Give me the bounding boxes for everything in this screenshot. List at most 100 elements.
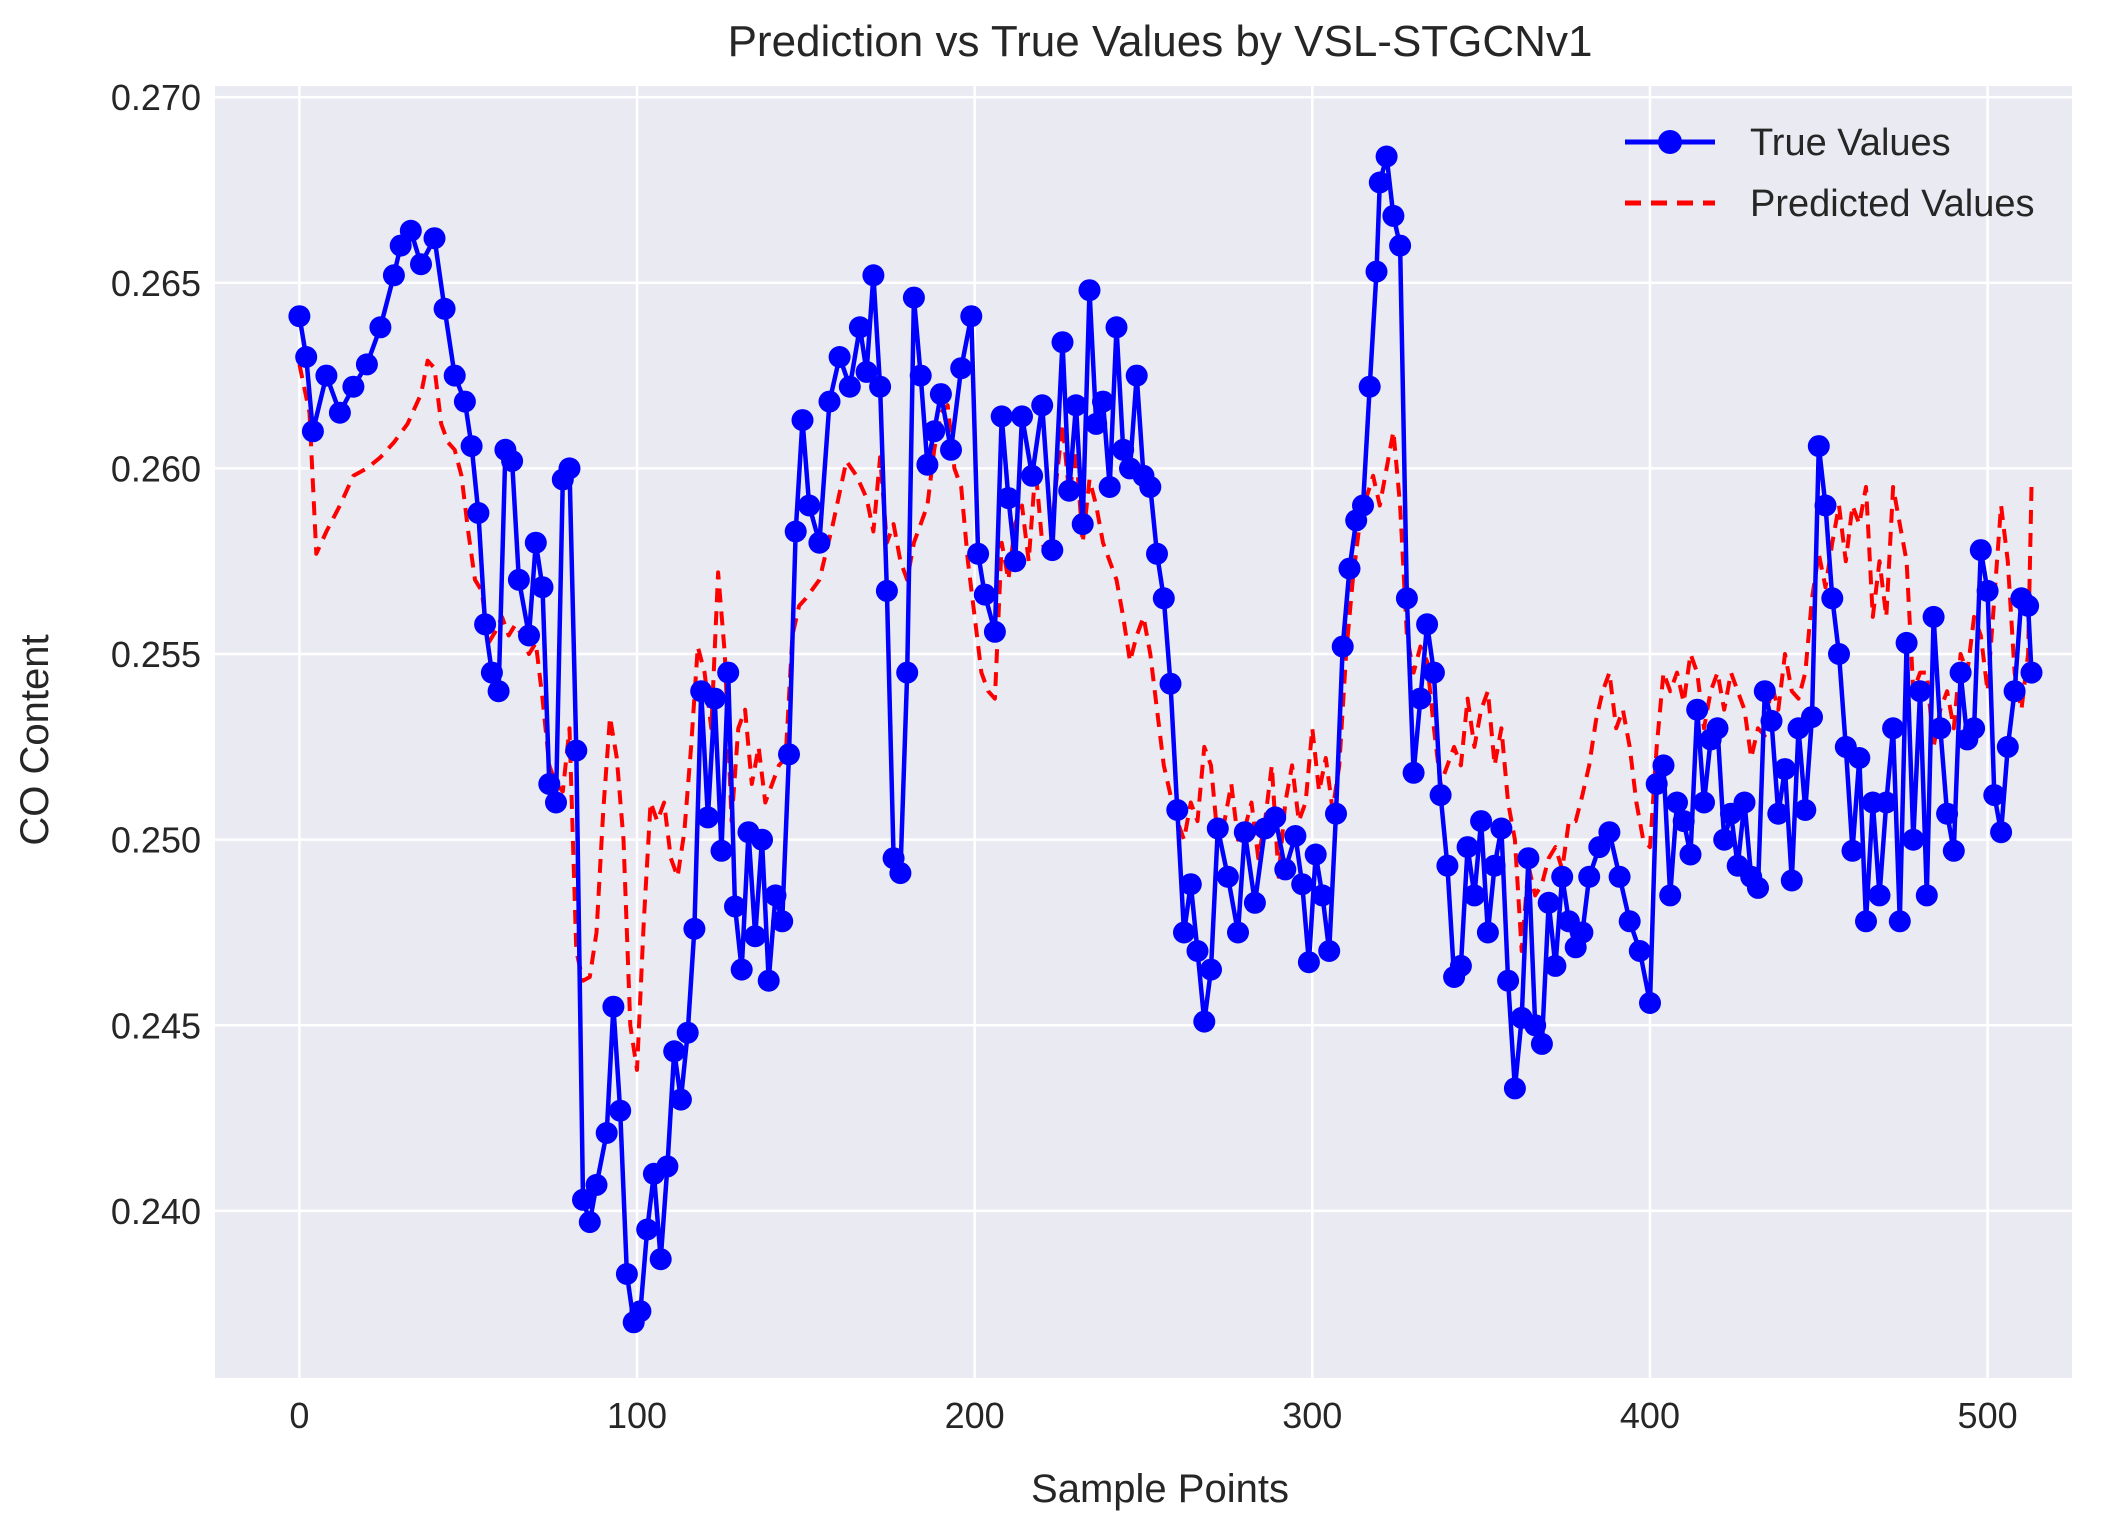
true-value-point <box>629 1300 652 1323</box>
true-series <box>288 145 2043 1334</box>
true-value-point <box>1365 260 1388 283</box>
true-value-point <box>916 453 939 476</box>
true-value-point <box>1243 891 1266 914</box>
true-value-point <box>1311 884 1334 907</box>
true-value-point <box>1659 884 1682 907</box>
true-value-point <box>1233 821 1256 844</box>
true-value-point <box>342 375 365 398</box>
true-value-point <box>518 624 540 647</box>
true-value-point <box>531 576 554 599</box>
true-value-point <box>2017 594 2040 617</box>
true-value-point <box>382 264 405 287</box>
true-value-point <box>889 862 912 885</box>
true-value-point <box>1645 773 1668 795</box>
true-value-point <box>423 227 446 250</box>
true-value-point <box>778 743 800 766</box>
true-value-point <box>1304 843 1327 866</box>
true-value-point <box>1422 661 1445 684</box>
true-value-point <box>1794 799 1817 821</box>
true-value-point <box>1409 687 1432 710</box>
true-value-point <box>1368 171 1391 194</box>
true-value-point <box>1915 884 1938 907</box>
x-tick-label: 100 <box>607 1395 667 1436</box>
true-value-point <box>1503 1077 1526 1100</box>
y-tick-label: 0.250 <box>111 820 201 861</box>
true-value-point <box>1139 476 1162 498</box>
true-value-point <box>507 568 530 591</box>
true-value-point <box>328 401 351 424</box>
x-tick-label: 0 <box>289 1395 309 1436</box>
true-value-point <box>1929 717 1952 740</box>
true-value-point <box>683 917 706 940</box>
true-value-point <box>1318 940 1341 962</box>
true-value-point <box>1463 884 1486 907</box>
true-value-point <box>1517 847 1540 870</box>
x-axis-label: Sample Points <box>1031 1467 1289 1511</box>
true-value-point <box>1598 821 1621 844</box>
true-value-point <box>764 884 787 907</box>
true-value-point <box>1767 802 1790 825</box>
true-value-point <box>1058 479 1081 502</box>
true-value-point <box>1990 821 2013 844</box>
true-value-point <box>1159 672 1182 695</box>
true-value-point <box>572 1188 594 1211</box>
true-value-point <box>1297 951 1320 974</box>
true-value-point <box>1537 891 1560 914</box>
true-value-point <box>460 435 483 458</box>
true-value-point <box>771 910 794 933</box>
true-value-point <box>1389 234 1412 257</box>
true-value-point <box>1909 680 1932 703</box>
x-tick-label: 500 <box>1958 1395 2018 1436</box>
legend-true-marker <box>1658 130 1682 154</box>
true-value-point <box>443 364 466 387</box>
true-value-point <box>1274 858 1297 881</box>
true-value-point <box>1679 843 1702 866</box>
true-value-point <box>410 253 432 276</box>
true-value-point <box>1071 513 1094 536</box>
true-value-point <box>538 773 561 795</box>
true-value-point <box>1774 758 1796 781</box>
true-value-point <box>524 531 547 554</box>
series-layer <box>288 145 2043 1334</box>
true-value-point <box>433 297 456 320</box>
x-tick-label: 400 <box>1620 1395 1680 1436</box>
true-value-point <box>784 520 807 543</box>
true-value-point <box>565 739 588 762</box>
true-value-point <box>558 457 581 480</box>
true-value-point <box>1146 542 1168 565</box>
true-value-point <box>585 1173 608 1196</box>
true-value-point <box>295 346 318 368</box>
true-value-point <box>480 661 503 684</box>
true-value-point <box>744 925 767 948</box>
true-value-point <box>875 579 898 602</box>
true-value-point <box>1449 954 1472 977</box>
true-value-point <box>1078 279 1101 302</box>
true-value-point <box>1868 884 1891 907</box>
x-axis-ticks: 0 100 200 300 400 500 <box>289 1395 2017 1436</box>
true-value-point <box>1733 791 1756 814</box>
true-value-point <box>1747 876 1769 899</box>
true-value-point <box>1936 802 1959 825</box>
true-value-point <box>1693 791 1715 814</box>
true-value-point <box>724 895 746 918</box>
true-value-point <box>1963 717 1986 740</box>
true-value-point <box>1551 865 1574 888</box>
true-value-point <box>609 1099 632 1122</box>
true-value-point <box>1888 910 1911 933</box>
true-value-point <box>1402 761 1425 784</box>
true-value-point <box>602 995 625 1018</box>
true-value-point <box>1105 316 1128 339</box>
true-value-point <box>1206 817 1229 840</box>
true-value-point <box>1848 747 1871 769</box>
true-value-point <box>1855 910 1877 933</box>
true-value-point <box>1112 438 1135 461</box>
true-value-point <box>1011 405 1033 428</box>
true-value-point <box>1031 394 1054 417</box>
true-value-point <box>1193 1010 1216 1033</box>
true-value-point <box>940 438 962 461</box>
true-value-point <box>1497 969 1520 992</box>
true-value-point <box>997 487 1020 510</box>
true-value-point <box>1841 839 1864 862</box>
true-value-point <box>696 806 719 829</box>
true-value-point <box>1524 1014 1547 1037</box>
